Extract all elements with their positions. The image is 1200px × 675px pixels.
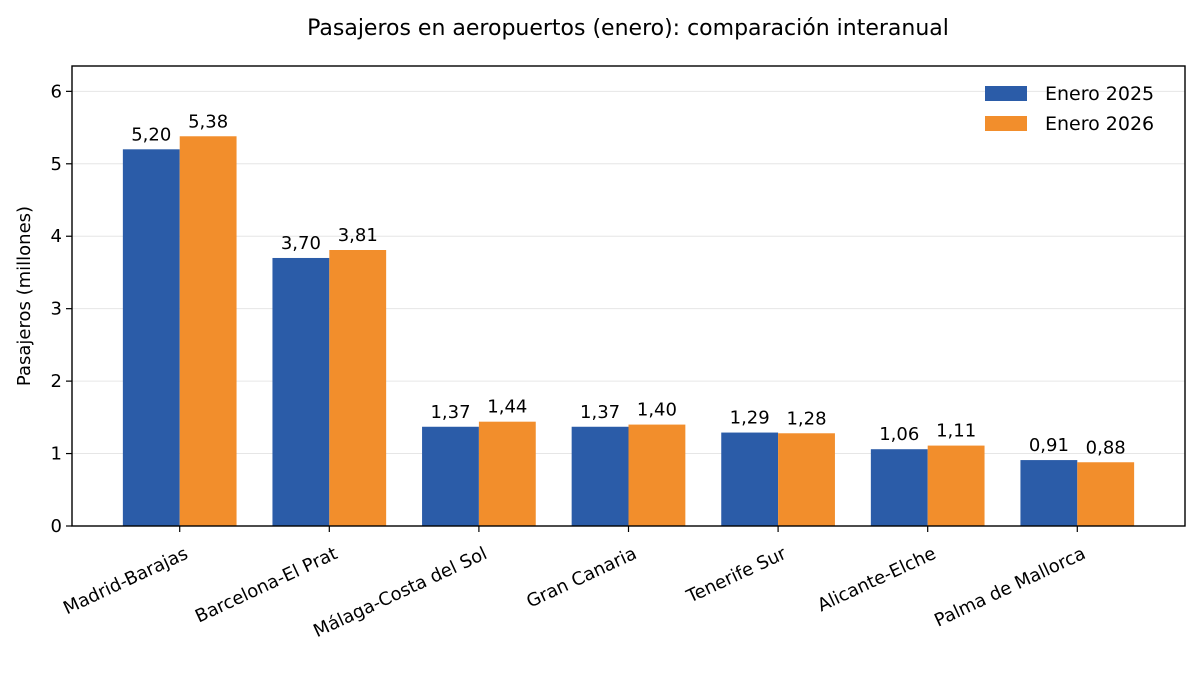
bar-enero-2025 xyxy=(571,426,629,526)
legend-label: Enero 2025 xyxy=(1045,83,1154,105)
data-label: 1,37 xyxy=(580,402,620,423)
x-tick-label: Barcelona-El Prat xyxy=(192,543,341,627)
data-label: 1,37 xyxy=(430,402,470,423)
data-label: 0,88 xyxy=(1086,437,1126,458)
chart-title: Pasajeros en aeropuertos (enero): compar… xyxy=(307,16,949,41)
bar-enero-2026 xyxy=(778,433,835,526)
x-tick-label: Palma de Mallorca xyxy=(931,543,1089,631)
data-label: 5,38 xyxy=(188,111,228,132)
legend-label: Enero 2026 xyxy=(1045,113,1154,135)
bar-enero-2026 xyxy=(179,136,237,527)
data-label: 3,81 xyxy=(338,225,378,246)
y-tick-label: 1 xyxy=(51,444,62,465)
data-label: 5,20 xyxy=(131,124,171,145)
bar-enero-2025 xyxy=(721,432,779,526)
bar-enero-2025 xyxy=(870,449,928,526)
data-label: 1,11 xyxy=(936,421,976,442)
data-label: 1,29 xyxy=(730,408,770,429)
data-label: 1,44 xyxy=(487,397,527,418)
plot-frame xyxy=(71,65,1186,527)
bar-enero-2026 xyxy=(628,424,686,526)
bar-enero-2025 xyxy=(272,257,330,526)
y-tick-label: 6 xyxy=(51,81,62,102)
legend: Enero 2025 Enero 2026 xyxy=(985,83,1154,135)
legend-swatch xyxy=(985,116,1027,131)
legend-swatch xyxy=(985,86,1027,101)
y-tick-label: 3 xyxy=(51,299,62,320)
bar-enero-2025 xyxy=(122,149,180,527)
data-label: 1,28 xyxy=(786,408,826,429)
y-tick-label: 2 xyxy=(51,371,62,392)
bar-enero-2025 xyxy=(422,426,479,526)
x-tick-label: Alicante-Elche xyxy=(814,543,939,616)
x-tick-label: Gran Canaria xyxy=(523,543,640,612)
bar-enero-2026 xyxy=(329,250,387,526)
bar-enero-2025 xyxy=(1020,460,1078,526)
y-axis-label: Pasajeros (millones) xyxy=(14,206,35,386)
data-label: 3,70 xyxy=(281,233,321,254)
data-label: 1,06 xyxy=(879,424,919,445)
bar-enero-2026 xyxy=(1077,462,1135,526)
bar-enero-2026 xyxy=(478,421,536,526)
bar-enero-2026 xyxy=(927,445,985,526)
y-tick-label: 0 xyxy=(51,516,62,537)
y-tick-label: 5 xyxy=(51,154,62,175)
data-label: 1,40 xyxy=(637,400,677,421)
x-tick-label: Tenerife Sur xyxy=(683,543,791,608)
x-tick-label: Madrid-Barajas xyxy=(60,543,191,619)
y-tick-label: 4 xyxy=(51,226,62,247)
data-label: 0,91 xyxy=(1029,435,1069,456)
